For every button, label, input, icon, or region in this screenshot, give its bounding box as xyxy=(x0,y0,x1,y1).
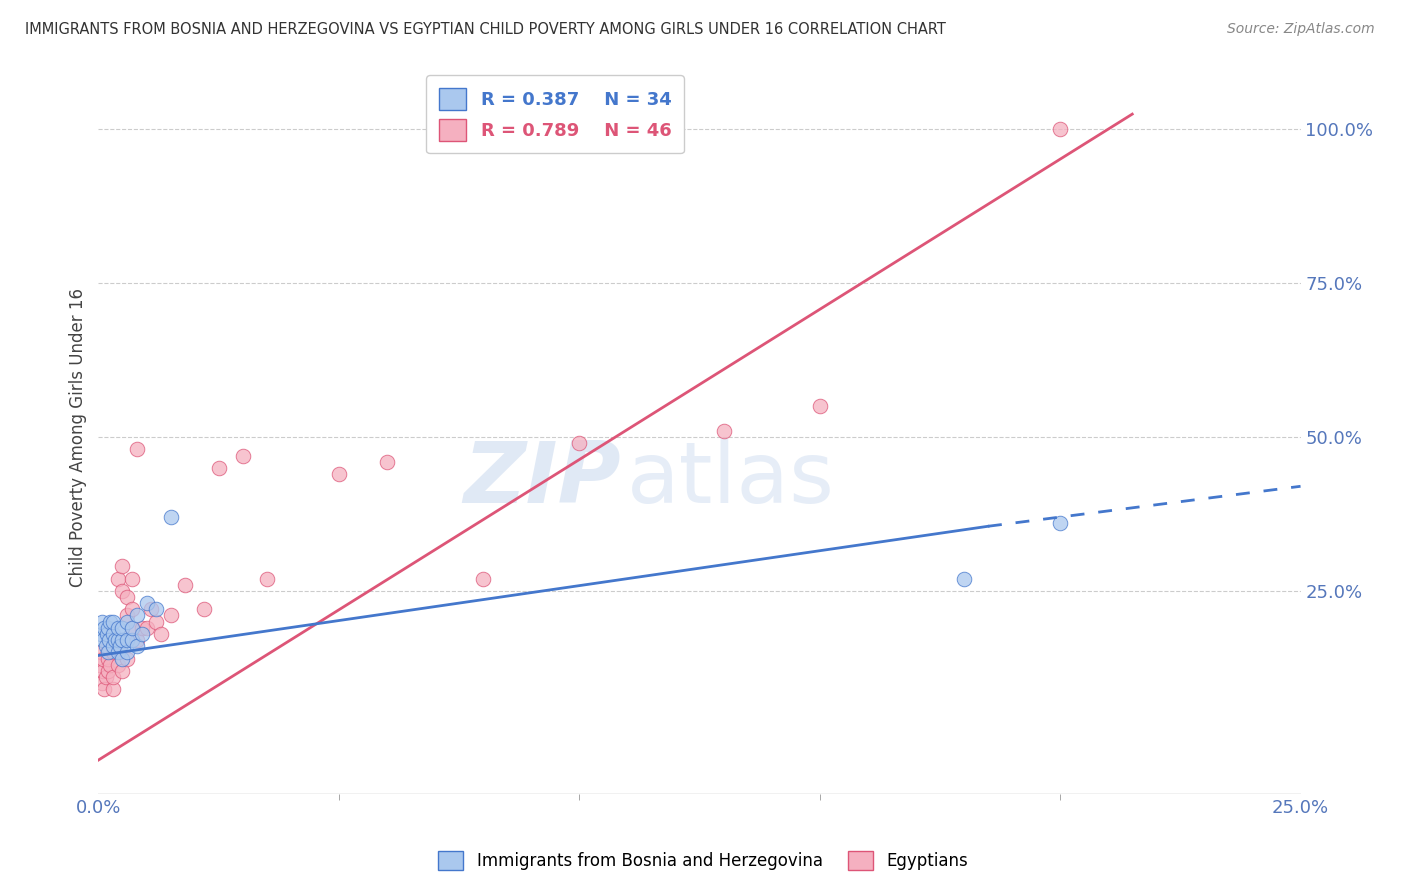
Point xyxy=(101,670,124,684)
Point xyxy=(145,615,167,629)
Point xyxy=(1049,122,1071,136)
Point xyxy=(193,602,215,616)
Point xyxy=(97,621,120,635)
Point xyxy=(117,633,139,648)
Point xyxy=(107,645,129,659)
Point xyxy=(94,639,117,653)
Point xyxy=(121,572,143,586)
Point xyxy=(90,627,112,641)
Point xyxy=(131,621,153,635)
Point xyxy=(91,633,114,648)
Text: ZIP: ZIP xyxy=(464,438,621,522)
Point xyxy=(97,651,120,665)
Point xyxy=(91,651,114,665)
Point xyxy=(111,664,134,678)
Point xyxy=(808,400,831,414)
Point xyxy=(117,608,139,623)
Point xyxy=(375,455,398,469)
Point xyxy=(100,657,122,672)
Point xyxy=(107,657,129,672)
Point xyxy=(121,621,143,635)
Point xyxy=(145,602,167,616)
Point xyxy=(93,682,115,697)
Point xyxy=(98,633,121,648)
Y-axis label: Child Poverty Among Girls Under 16: Child Poverty Among Girls Under 16 xyxy=(69,287,87,587)
Point xyxy=(101,645,124,659)
Text: Source: ZipAtlas.com: Source: ZipAtlas.com xyxy=(1227,22,1375,37)
Point xyxy=(108,639,131,653)
Point xyxy=(149,627,172,641)
Point xyxy=(125,639,148,653)
Point xyxy=(90,676,112,690)
Point xyxy=(101,615,124,629)
Legend: R = 0.387    N = 34, R = 0.789    N = 46: R = 0.387 N = 34, R = 0.789 N = 46 xyxy=(426,75,683,153)
Point xyxy=(104,633,127,648)
Point xyxy=(93,621,115,635)
Point xyxy=(111,633,134,648)
Point xyxy=(568,436,591,450)
Point xyxy=(100,615,122,629)
Point xyxy=(111,583,134,598)
Point xyxy=(96,627,118,641)
Point xyxy=(111,559,134,574)
Point xyxy=(94,670,117,684)
Point xyxy=(117,645,139,659)
Legend: Immigrants from Bosnia and Herzegovina, Egyptians: Immigrants from Bosnia and Herzegovina, … xyxy=(432,844,974,877)
Point xyxy=(208,460,231,475)
Point xyxy=(125,442,148,457)
Point xyxy=(135,621,157,635)
Point xyxy=(159,608,181,623)
Point xyxy=(232,449,254,463)
Point xyxy=(256,572,278,586)
Text: IMMIGRANTS FROM BOSNIA AND HERZEGOVINA VS EGYPTIAN CHILD POVERTY AMONG GIRLS UND: IMMIGRANTS FROM BOSNIA AND HERZEGOVINA V… xyxy=(25,22,946,37)
Point xyxy=(135,596,157,610)
Point xyxy=(107,572,129,586)
Point xyxy=(101,639,124,653)
Point xyxy=(90,645,112,659)
Point xyxy=(91,664,114,678)
Point xyxy=(953,572,976,586)
Point xyxy=(121,602,143,616)
Point xyxy=(111,651,134,665)
Point xyxy=(111,621,134,635)
Point xyxy=(101,627,124,641)
Point xyxy=(141,602,163,616)
Point xyxy=(125,633,148,648)
Point xyxy=(121,633,143,648)
Point xyxy=(101,682,124,697)
Point xyxy=(97,664,120,678)
Point xyxy=(117,590,139,604)
Point xyxy=(97,639,120,653)
Text: atlas: atlas xyxy=(627,438,835,522)
Point xyxy=(125,608,148,623)
Point xyxy=(107,639,129,653)
Point xyxy=(107,621,129,635)
Point xyxy=(117,615,139,629)
Point xyxy=(117,651,139,665)
Point xyxy=(131,627,153,641)
Point xyxy=(91,615,114,629)
Point xyxy=(107,633,129,648)
Point xyxy=(1049,516,1071,531)
Point xyxy=(174,578,197,592)
Point xyxy=(159,510,181,524)
Point xyxy=(472,572,495,586)
Point xyxy=(89,657,111,672)
Point xyxy=(713,424,735,438)
Point xyxy=(328,467,350,481)
Point xyxy=(97,645,120,659)
Point xyxy=(121,621,143,635)
